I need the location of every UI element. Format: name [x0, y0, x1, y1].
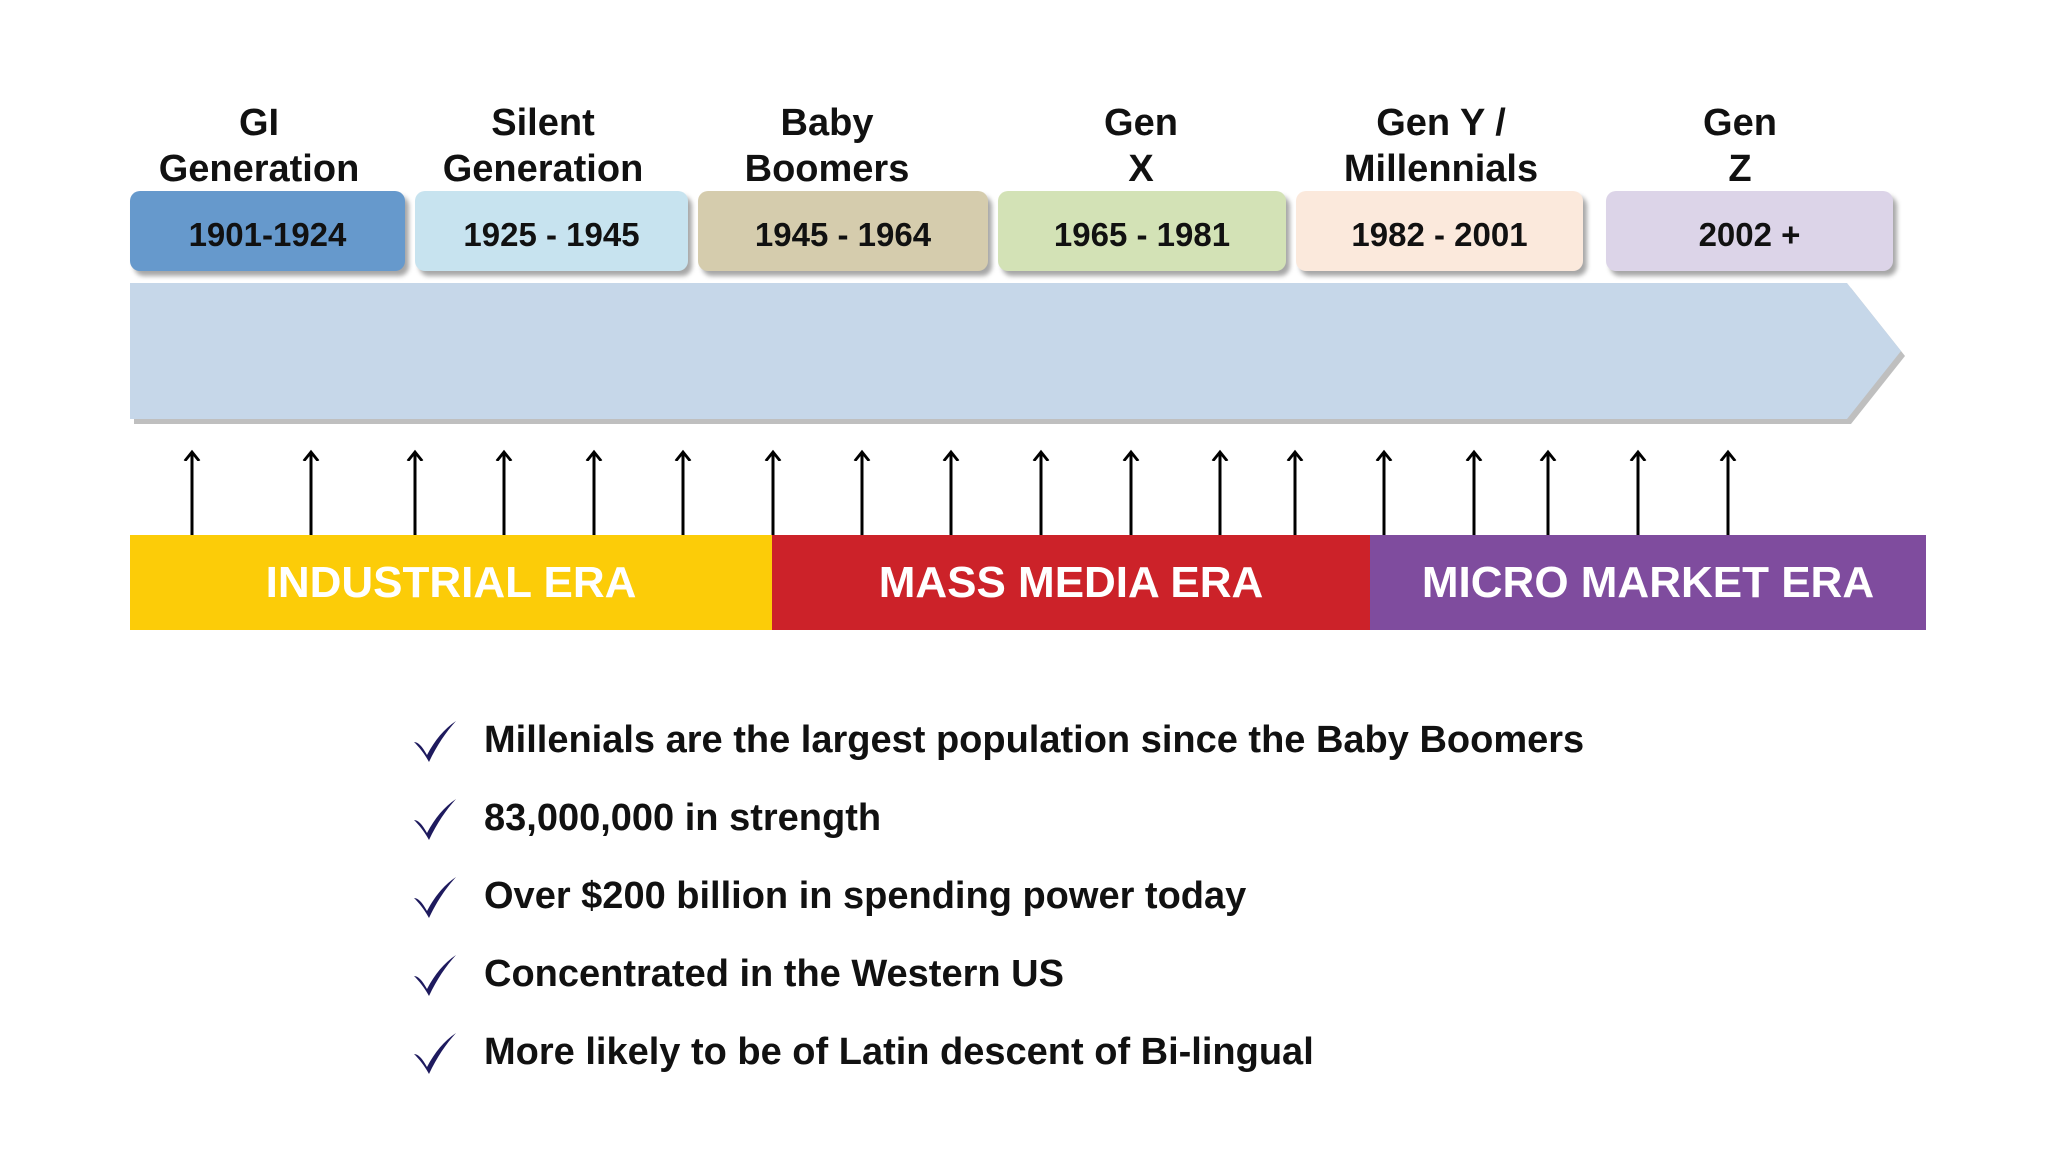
generation-title-line1: Gen — [1703, 102, 1777, 144]
generation-title-line2: Boomers — [744, 148, 910, 190]
generation-title-line1: Baby — [780, 102, 874, 144]
generation-title-line2: Z — [1728, 148, 1752, 190]
generation-years-gi: 1901-1924 — [130, 191, 405, 271]
list-item: Millenials are the largest population si… — [410, 710, 1584, 770]
generation-title-line1: Gen — [1104, 102, 1178, 144]
checkmark-icon — [414, 955, 456, 996]
generation-years-genx: 1965 - 1981 — [998, 191, 1286, 271]
list-item: More likely to be of Latin descent of Bi… — [410, 1022, 1314, 1082]
generation-title-line2: X — [1128, 148, 1154, 190]
generation-title-silent: Silent Generation — [393, 100, 693, 192]
timeline-arrows — [192, 452, 1728, 535]
generation-title-gi: GI Generation — [109, 100, 409, 192]
generation-title-line2: Millennials — [1343, 148, 1539, 190]
list-item: Over $200 billion in spending power toda… — [410, 866, 1246, 926]
generation-title-line1: Gen Y / — [1376, 102, 1506, 144]
bullet-text: Over $200 billion in spending power toda… — [484, 874, 1247, 917]
timeline-bar — [130, 283, 1901, 419]
generation-years-genz: 2002 + — [1606, 191, 1893, 271]
bullet-text: Concentrated in the Western US — [484, 952, 1064, 995]
list-item: 83,000,000 in strength — [410, 788, 881, 848]
generation-title-genx: Gen X — [991, 100, 1291, 192]
era-micro-market: MICRO MARKET ERA — [1370, 535, 1926, 630]
generation-title-boomers: Baby Boomers — [677, 100, 977, 192]
list-item: Concentrated in the Western US — [410, 944, 1064, 1004]
bullet-text: Millenials are the largest population si… — [484, 718, 1585, 761]
generation-title-line2: Generation — [158, 148, 360, 190]
generation-title-millennials: Gen Y / Millennials — [1291, 100, 1591, 192]
bullet-text: More likely to be of Latin descent of Bi… — [484, 1030, 1314, 1073]
generation-years-millennials: 1982 - 2001 — [1296, 191, 1583, 271]
checkmark-icon — [414, 799, 456, 840]
era-industrial: INDUSTRIAL ERA — [130, 535, 772, 630]
checkmark-icon — [414, 877, 456, 918]
generation-title-line2: Generation — [442, 148, 644, 190]
generation-years-silent: 1925 - 1945 — [415, 191, 688, 271]
bullet-text: 83,000,000 in strength — [484, 796, 882, 839]
generation-title-line1: GI — [238, 102, 280, 144]
generation-title-genz: Gen Z — [1590, 100, 1890, 192]
timeline — [130, 283, 1905, 535]
era-mass-media: MASS MEDIA ERA — [772, 535, 1370, 630]
generation-years-boomers: 1945 - 1964 — [698, 191, 988, 271]
checkmark-icon — [414, 1033, 456, 1074]
checkmark-icon — [414, 721, 456, 762]
generation-title-line1: Silent — [491, 102, 595, 144]
